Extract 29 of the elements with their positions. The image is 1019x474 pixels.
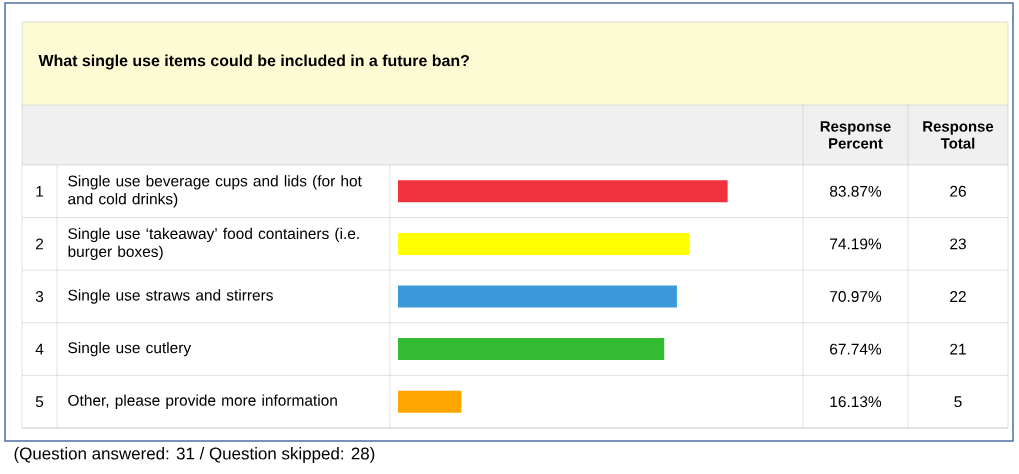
text: 4 [35,343,44,355]
y-tick-label: Single use cutlery [68,341,192,357]
text: 3 [35,291,44,302]
y-tick-label: Single use ‘takeaway’ food containers (i.e. burger boxes) [68,227,359,261]
bar [398,338,665,361]
bar [398,232,690,255]
text: 1 [36,185,44,197]
bar [398,180,728,203]
text: 5 [954,396,962,408]
bar [398,285,677,308]
text: 21 [950,343,966,355]
y-tick-label: Single use beverage cups and lids (for hot and cold drinks) [68,175,362,208]
bar [398,390,462,413]
text: 23 [950,238,966,250]
y-tick-label: Single use straws and stirrers [68,289,273,304]
y-tick-label: Other, please provide more information [68,394,337,409]
text: Response Percent [820,121,891,149]
text: 2 [36,238,44,250]
text: 22 [950,291,966,302]
data-label: 83.87% [829,185,882,197]
text: What single use items could be included in a future ban? [38,54,469,70]
data-label: 67.74% [830,343,882,355]
text: (Question answered: 31 / Question skipped: 28) [14,447,375,463]
data-label: 70.97% [830,291,882,302]
data-label: 16.13% [830,396,882,408]
data-label: 74.19% [830,238,882,250]
text: Response Total [923,121,994,149]
text: 5 [35,396,44,408]
text: 26 [950,185,966,197]
